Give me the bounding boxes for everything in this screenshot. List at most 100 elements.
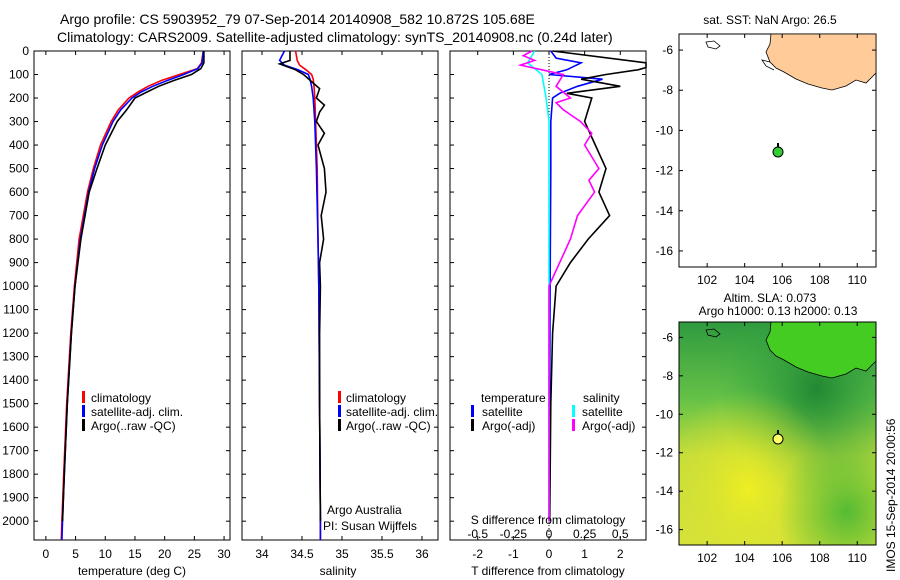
series-line-salinity-argo-adj- <box>517 50 600 522</box>
difference-panel: -2 -1 0 1 2 -0.5 -0.25 0 0.25 0.5 T difference fr… <box>449 50 647 578</box>
map-y-tick-label: -10 <box>656 407 674 421</box>
legend-label-temp-satellite: satellite <box>482 405 523 419</box>
difference-xlabel-top: S difference from climatology <box>471 513 626 527</box>
depth-tick-label: 1200 <box>2 326 29 340</box>
legend-swatch-sal-argo <box>572 419 575 431</box>
sst-map-panel: sat. SST: NaN Argo: 26.5 102 104 106 108 110… <box>656 13 877 287</box>
annotation-line2: PI: Susan Wijffels <box>323 519 417 533</box>
sst-map-axes: 102 104 106 108 110 -6 -8 -10 -12 -14 -16 <box>656 34 876 287</box>
x-tick-label-top: 0.25 <box>573 527 597 541</box>
footer-stamp: IMOS 15-Sep-2014 20:00:56 <box>884 418 898 572</box>
map-x-tick-label: 106 <box>772 273 792 287</box>
legend-label-satellite: satellite-adj. clim. <box>91 405 183 419</box>
map-y-tick-label: -16 <box>656 244 674 258</box>
legend-swatch-climatology <box>338 391 341 403</box>
temperature-legend: climatology satellite-adj. clim. Argo(..… <box>82 391 183 433</box>
depth-tick-label: 1000 <box>2 279 29 293</box>
sla-map-title2: Argo h1000: 0.13 h2000: 0.13 <box>699 304 858 318</box>
x-tick-label: 35 <box>335 547 349 561</box>
x-tick-label: 2 <box>617 547 624 561</box>
depth-tick-label: 400 <box>9 138 29 152</box>
depth-tick-label: 600 <box>9 185 29 199</box>
series-line-temperature-argo-adj- <box>548 50 647 522</box>
depth-tick-label: 1800 <box>2 467 29 481</box>
argo-position-marker <box>772 433 784 445</box>
difference-legend: temperature salinity satellite Argo(-adj… <box>471 391 635 433</box>
depth-tick-label: 1900 <box>2 491 29 505</box>
legend-label-climatology: climatology <box>91 391 151 405</box>
coastline-detail <box>761 59 775 71</box>
salinity-series <box>277 50 327 540</box>
legend-swatch-satellite <box>338 405 341 417</box>
map-y-tick-label: -14 <box>656 204 674 218</box>
x-tick-label: 0 <box>43 547 50 561</box>
map-x-tick-label: 104 <box>735 551 755 565</box>
salinity-axes-frame <box>241 50 439 541</box>
x-tick-label: -1 <box>508 547 519 561</box>
depth-tick-label: 1300 <box>2 350 29 364</box>
series-line-temperature-satellite <box>548 50 603 522</box>
legend-swatch-argo <box>338 419 341 431</box>
legend-swatch-temp-satellite <box>471 405 474 417</box>
map-y-tick-label: -6 <box>662 330 673 344</box>
legend-swatch-climatology <box>82 391 85 403</box>
x-tick-label: -2 <box>472 547 483 561</box>
land-java-sla <box>765 321 877 379</box>
argo-position-marker <box>772 146 784 158</box>
depth-tick-label: 2000 <box>2 514 29 528</box>
series-line-argo <box>277 51 327 522</box>
x-tick-label: 36 <box>415 547 429 561</box>
island-coastline <box>705 40 721 50</box>
difference-series <box>517 50 647 522</box>
depth-tick-label: 700 <box>9 209 29 223</box>
legend-label-argo: Argo(..raw -QC) <box>91 419 176 433</box>
depth-tick-label: 0 <box>22 44 29 58</box>
temperature-xlabel: temperature (deg C) <box>78 564 186 578</box>
series-line-climatology <box>294 50 322 540</box>
map-x-tick-label: 108 <box>810 273 830 287</box>
legend-head-temperature: temperature <box>481 391 546 405</box>
map-y-tick-label: -6 <box>662 43 673 57</box>
series-line-climatology <box>60 50 205 541</box>
depth-tick-label: 200 <box>9 91 29 105</box>
legend-swatch-sal-satellite <box>572 405 575 417</box>
salinity-panel: 34 34.5 35 35.5 36 salinity climatology sate… <box>241 50 439 578</box>
x-tick-label: 30 <box>217 547 231 561</box>
salinity-legend: climatology satellite-adj. clim. Argo(..… <box>338 391 438 433</box>
series-line-satellite <box>61 50 205 541</box>
header-line2: Climatology: CARS2009. Satellite-adjuste… <box>57 29 613 45</box>
salinity-x-axis: 34 34.5 35 35.5 36 <box>255 51 429 561</box>
map-y-tick-label: -8 <box>662 83 673 97</box>
series-line-salinity-satellite <box>526 50 550 522</box>
map-x-tick-label: 102 <box>697 551 717 565</box>
sla-map-panel: Altim. SLA: 0.073 Argo h1000: 0.13 h2000… <box>656 291 877 565</box>
x-tick-label: 34 <box>255 547 269 561</box>
annotation-line1: Argo Australia <box>327 503 402 517</box>
x-tick-label-top: -0.5 <box>467 527 488 541</box>
depth-tick-label: 1500 <box>2 397 29 411</box>
header-line1: Argo profile: CS 5903952_79 07-Sep-2014 … <box>60 11 535 27</box>
land-java <box>765 33 877 91</box>
legend-label-satellite: satellite-adj. clim. <box>346 405 438 419</box>
depth-tick-label: 800 <box>9 232 29 246</box>
map-x-tick-label: 104 <box>735 273 755 287</box>
depth-tick-label: 100 <box>9 68 29 82</box>
series-line-argo <box>61 51 205 522</box>
depth-tick-label: 1400 <box>2 373 29 387</box>
legend-label-sal-satellite: satellite <box>582 405 623 419</box>
legend-label-climatology: climatology <box>346 391 406 405</box>
legend-label-sal-argo: Argo(-adj) <box>582 419 635 433</box>
map-y-tick-label: -12 <box>656 164 674 178</box>
map-y-tick-label: -12 <box>656 446 674 460</box>
depth-tick-label: 900 <box>9 256 29 270</box>
depth-tick-label: 500 <box>9 162 29 176</box>
x-tick-label-top: 0.5 <box>612 527 629 541</box>
temperature-axes-frame <box>33 50 231 541</box>
temperature-panel: 0100200300400500600700800900100011001200… <box>2 44 646 578</box>
difference-x-axis: -2 -1 0 1 2 -0.5 -0.25 0 0.25 0.5 <box>467 51 629 561</box>
x-tick-label: 5 <box>72 547 79 561</box>
legend-swatch-satellite <box>82 405 85 417</box>
legend-head-salinity: salinity <box>583 391 620 405</box>
legend-swatch-argo <box>82 419 85 431</box>
